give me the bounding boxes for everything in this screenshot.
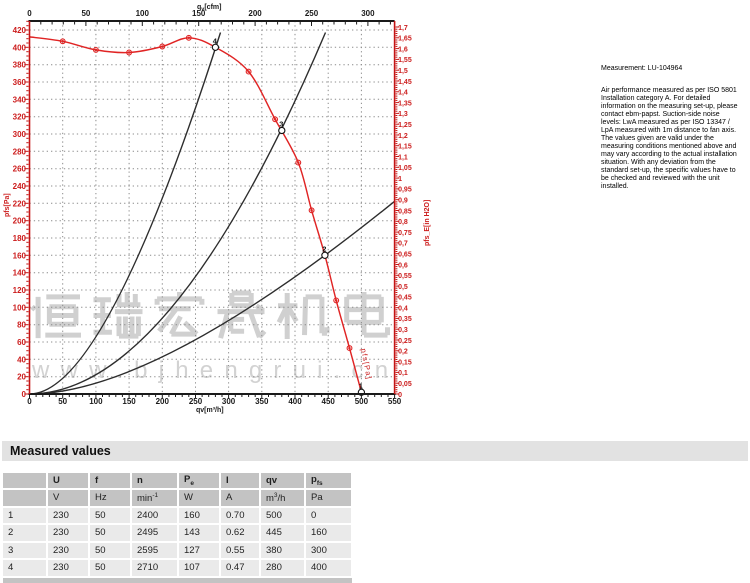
svg-text:1,7: 1,7 (398, 25, 408, 32)
svg-text:260: 260 (13, 165, 27, 174)
svg-text:0: 0 (27, 397, 32, 406)
svg-text:0,75: 0,75 (398, 230, 412, 237)
svg-text:350: 350 (255, 397, 269, 406)
svg-text:0,1: 0,1 (398, 370, 408, 377)
svg-text:1,35: 1,35 (398, 100, 412, 107)
svg-text:100: 100 (136, 9, 150, 18)
svg-text:1,65: 1,65 (398, 36, 412, 43)
svg-text:50: 50 (58, 397, 67, 406)
svg-text:100: 100 (13, 303, 27, 312)
svg-text:200: 200 (13, 217, 27, 226)
svg-text:0,4: 0,4 (398, 306, 408, 313)
svg-text:1,15: 1,15 (398, 144, 412, 151)
svg-text:1,45: 1,45 (398, 79, 412, 86)
svg-text:550: 550 (388, 397, 402, 406)
svg-text:0,95: 0,95 (398, 187, 412, 194)
svg-text:1: 1 (359, 382, 363, 391)
svg-text:400: 400 (13, 43, 27, 52)
svg-text:40: 40 (17, 355, 26, 364)
svg-text:0,3: 0,3 (398, 327, 408, 334)
svg-text:360: 360 (13, 78, 27, 87)
svg-text:0,15: 0,15 (398, 359, 412, 366)
svg-text:0,5: 0,5 (398, 284, 408, 291)
svg-text:0,65: 0,65 (398, 252, 412, 259)
svg-text:qv[m³/h]: qv[m³/h] (196, 407, 224, 414)
svg-text:200: 200 (248, 9, 262, 18)
svg-text:220: 220 (13, 199, 27, 208)
svg-text:100: 100 (89, 397, 103, 406)
svg-text:50: 50 (81, 9, 90, 18)
svg-text:1,55: 1,55 (398, 57, 412, 64)
svg-text:3: 3 (279, 120, 283, 129)
svg-text:380: 380 (13, 61, 27, 70)
svg-text:500: 500 (355, 397, 369, 406)
svg-text:240: 240 (13, 182, 27, 191)
svg-text:1,5: 1,5 (398, 68, 408, 75)
svg-text:1,6: 1,6 (398, 46, 408, 53)
svg-text:0,25: 0,25 (398, 338, 412, 345)
svg-text:150: 150 (122, 397, 136, 406)
svg-text:1: 1 (398, 176, 402, 183)
svg-text:300: 300 (13, 130, 27, 139)
svg-text:0,2: 0,2 (398, 349, 408, 356)
svg-text:pfs[Pa]: pfs[Pa] (4, 193, 11, 217)
svg-text:250: 250 (305, 9, 319, 18)
svg-text:320: 320 (13, 113, 27, 122)
svg-text:pfs_E[in H2O]: pfs_E[in H2O] (424, 200, 431, 246)
svg-text:2: 2 (322, 245, 326, 254)
svg-text:0: 0 (398, 392, 402, 399)
svg-text:140: 140 (13, 269, 27, 278)
svg-text:1,2: 1,2 (398, 133, 408, 140)
svg-text:1,1: 1,1 (398, 154, 408, 161)
svg-text:80: 80 (17, 321, 26, 330)
svg-text:4: 4 (213, 37, 218, 46)
svg-text:180: 180 (13, 234, 27, 243)
svg-text:1,25: 1,25 (398, 122, 412, 129)
svg-text:150: 150 (192, 9, 206, 18)
svg-text:0,35: 0,35 (398, 316, 412, 323)
svg-text:0,8: 0,8 (398, 219, 408, 226)
svg-text:300: 300 (361, 9, 375, 18)
svg-text:0,85: 0,85 (398, 208, 412, 215)
svg-text:1,4: 1,4 (398, 90, 408, 97)
svg-text:0,7: 0,7 (398, 241, 408, 248)
svg-text:1,3: 1,3 (398, 111, 408, 118)
svg-text:0,05: 0,05 (398, 381, 412, 388)
svg-text:0,45: 0,45 (398, 295, 412, 302)
svg-text:0,6: 0,6 (398, 262, 408, 269)
svg-text:160: 160 (13, 251, 27, 260)
svg-text:250: 250 (189, 397, 203, 406)
svg-text:0: 0 (27, 9, 32, 18)
svg-text:60: 60 (17, 338, 26, 347)
svg-text:300: 300 (222, 397, 236, 406)
svg-text:120: 120 (13, 286, 27, 295)
svg-text:1,05: 1,05 (398, 165, 412, 172)
svg-text:0: 0 (22, 390, 27, 399)
svg-text:0,55: 0,55 (398, 273, 412, 280)
svg-text:200: 200 (156, 397, 170, 406)
svg-text:20: 20 (17, 373, 26, 382)
svg-text:450: 450 (322, 397, 336, 406)
svg-text:340: 340 (13, 95, 27, 104)
svg-text:280: 280 (13, 147, 27, 156)
svg-text:0,9: 0,9 (398, 198, 408, 205)
svg-text:420: 420 (13, 26, 27, 35)
svg-text:400: 400 (288, 397, 302, 406)
svg-text:qv[cfm]: qv[cfm] (197, 4, 221, 13)
